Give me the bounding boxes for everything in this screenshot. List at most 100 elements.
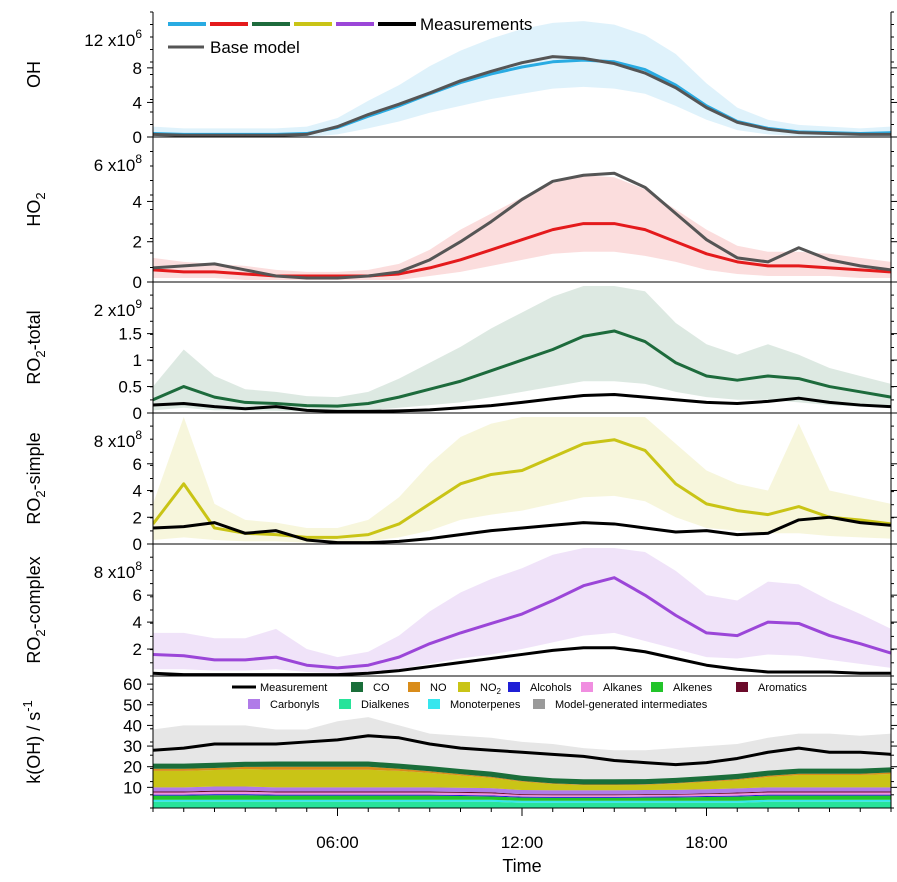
data-point xyxy=(582,584,585,587)
data-point xyxy=(613,393,616,396)
data-point xyxy=(367,672,370,675)
data-point xyxy=(490,73,493,75)
panel-ro2-complex: 2 4 6 8 x108 RO2-complex xyxy=(24,543,897,677)
data-point xyxy=(582,646,585,649)
legend-swatch-alkenes xyxy=(651,682,663,692)
data-point xyxy=(859,269,862,271)
data-point xyxy=(613,62,616,65)
data-point xyxy=(305,536,308,539)
legend-label: Dialkenes xyxy=(361,699,410,711)
data-point xyxy=(336,410,339,413)
panel-plot-area xyxy=(153,21,891,137)
data-point xyxy=(582,442,585,445)
data-point xyxy=(213,659,216,661)
data-point xyxy=(305,275,308,277)
y-tick-label: 0 xyxy=(133,404,142,423)
data-point xyxy=(736,757,739,760)
data-point xyxy=(213,527,216,529)
data-point xyxy=(367,113,370,116)
data-point xyxy=(767,400,769,403)
data-point xyxy=(674,763,677,766)
data-point xyxy=(367,410,370,413)
legend-swatch-carbonyls xyxy=(248,699,260,709)
data-point xyxy=(182,402,185,405)
data-point xyxy=(705,253,708,255)
data-point xyxy=(828,671,831,673)
y-axis-label: RO2-complex xyxy=(24,556,48,663)
data-point xyxy=(859,404,862,406)
data-point xyxy=(182,525,185,528)
data-point xyxy=(398,410,400,412)
data-point xyxy=(305,741,308,743)
data-point xyxy=(305,539,308,541)
panel-plot-area xyxy=(153,548,891,676)
data-point xyxy=(490,529,493,532)
data-point xyxy=(336,667,339,669)
data-point xyxy=(582,755,585,758)
data-point xyxy=(367,533,370,536)
data-point xyxy=(305,673,308,676)
data-point xyxy=(551,397,554,400)
data-point xyxy=(736,668,739,671)
data-point xyxy=(398,540,400,543)
y-tick-label: 0 xyxy=(133,128,142,147)
legend-bottom: Measurement CO NO NO2 Alcohols Alkanes Alkenes… xyxy=(232,682,807,711)
data-point xyxy=(551,649,554,652)
data-point xyxy=(613,576,616,579)
legend-label: Measurement xyxy=(260,682,327,694)
data-point xyxy=(182,134,185,137)
data-point xyxy=(428,92,431,94)
data-point xyxy=(582,394,585,397)
data-point xyxy=(582,222,585,225)
data-point xyxy=(459,632,462,634)
data-point xyxy=(767,513,769,516)
data-point xyxy=(459,240,462,243)
data-point xyxy=(797,622,800,625)
data-point xyxy=(336,536,339,539)
panel-oh: 0 4 8 12 x106 OH xyxy=(24,11,897,147)
legend-label: Alcohols xyxy=(530,682,572,694)
data-point xyxy=(367,541,370,544)
data-point xyxy=(398,737,400,739)
panels: 0 4 8 12 x106 OH 0 2 4 6 x108 HO2 0 0.5 1 1.5 2 x109 RO… xyxy=(20,11,897,809)
legend-label: Alkanes xyxy=(603,682,643,694)
data-point xyxy=(428,642,431,645)
panel-ro2-simple: 0 2 4 6 8 x108 RO2-simple xyxy=(24,412,897,554)
data-point xyxy=(613,759,616,762)
data-point xyxy=(828,132,831,135)
data-point xyxy=(767,532,769,535)
legend-label: NO xyxy=(430,682,447,694)
data-point xyxy=(459,259,462,261)
data-point xyxy=(644,449,646,452)
legend-top: Measurements Base model xyxy=(168,15,532,57)
data-point xyxy=(521,359,523,361)
x-axis-label: Time xyxy=(502,856,541,876)
data-point xyxy=(367,402,370,405)
legend-swatch-no xyxy=(408,682,420,692)
x-axis: 06:00 12:00 18:00 xyxy=(152,808,892,852)
data-point xyxy=(367,275,370,277)
data-point xyxy=(213,521,216,524)
data-point xyxy=(275,402,277,405)
data-point xyxy=(244,401,247,404)
data-point xyxy=(213,271,216,273)
stack-co xyxy=(153,761,891,785)
data-point xyxy=(275,405,277,408)
data-point xyxy=(736,533,739,536)
data-point xyxy=(305,409,308,412)
y-tick-label: 2 xyxy=(133,508,142,527)
data-point xyxy=(674,361,677,364)
data-point xyxy=(521,238,523,241)
uncertainty-band-0 xyxy=(153,175,891,280)
data-point xyxy=(644,68,646,71)
data-point xyxy=(767,671,769,673)
data-point xyxy=(244,673,247,676)
data-point xyxy=(182,385,185,388)
data-point xyxy=(551,524,554,527)
data-point xyxy=(705,529,708,532)
data-point xyxy=(797,265,800,267)
data-point xyxy=(644,527,646,529)
data-point xyxy=(521,66,523,68)
data-point xyxy=(336,125,339,128)
